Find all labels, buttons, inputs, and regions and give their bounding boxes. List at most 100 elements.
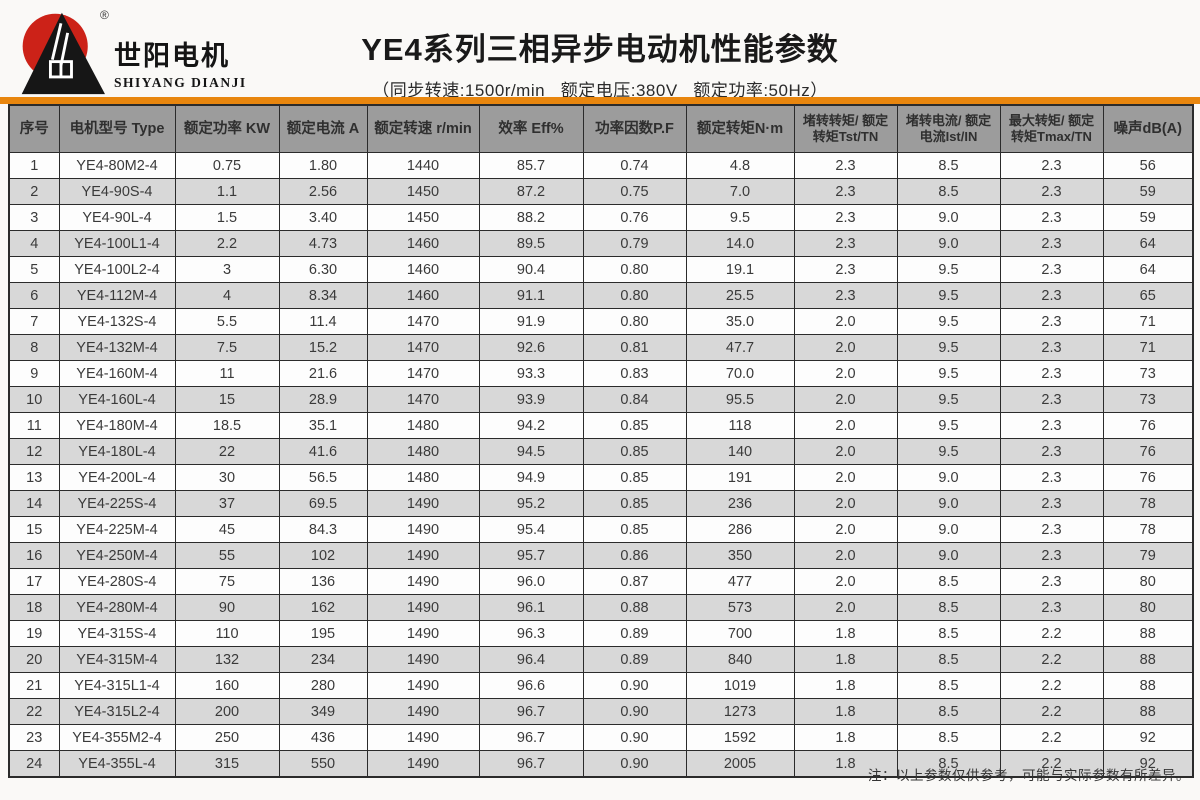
table-cell: 0.83 <box>582 360 687 387</box>
page-subtitle: （同步转速:1500r/min 额定电压:380V 额定功率:50Hz） <box>372 81 828 100</box>
table-cell: 8.5 <box>896 594 1001 621</box>
table-cell: YE4-160L-4 <box>58 386 176 413</box>
table-cell: 1470 <box>366 360 480 387</box>
table-cell: 2.0 <box>793 386 898 413</box>
table-row: 13 YE4-200L-4 30 56.5 1480 94.9 0.85 191 2.0 9.0 2… <box>8 464 1194 491</box>
table-cell: 1.8 <box>793 672 898 699</box>
table-cell: 8.5 <box>896 646 1001 673</box>
table-cell: 15.2 <box>278 334 368 361</box>
table-cell: YE4-280S-4 <box>58 568 176 595</box>
table-cell: 24 <box>8 750 60 778</box>
table-cell: 93.3 <box>478 360 584 387</box>
table-cell: 1490 <box>366 516 480 543</box>
table-cell: 0.90 <box>582 750 687 778</box>
table-cell: 21.6 <box>278 360 368 387</box>
table-cell: 0.74 <box>582 152 687 179</box>
table-cell: 1460 <box>366 256 480 283</box>
table-cell: 195 <box>278 620 368 647</box>
table-cell: 56.5 <box>278 464 368 491</box>
table-cell: 118 <box>685 412 795 439</box>
table-cell: 8.5 <box>896 750 1001 778</box>
table-cell: 2.3 <box>999 594 1104 621</box>
table-cell: 35.0 <box>685 308 795 335</box>
table-cell: 1490 <box>366 490 480 517</box>
table-cell: 79 <box>1102 542 1194 569</box>
table-cell: 0.90 <box>582 698 687 725</box>
table-cell: 95.2 <box>478 490 584 517</box>
table-cell: 2.3 <box>999 490 1104 517</box>
table-cell: 1490 <box>366 620 480 647</box>
table-cell: 80 <box>1102 594 1194 621</box>
table-cell: 2.2 <box>999 750 1104 778</box>
table-cell: 1.8 <box>793 750 898 778</box>
column-header-3: 额定电流 A <box>278 104 368 153</box>
table-cell: 4.8 <box>685 152 795 179</box>
table-cell: 1480 <box>366 438 480 465</box>
table-cell: 8.34 <box>278 282 368 309</box>
table-cell: 78 <box>1102 490 1194 517</box>
motor-spec-table: 序号 电机型号 Type 额定功率 KW 额定电流 A 额定转速 r/min 效率 Eff… <box>8 104 1194 778</box>
table-cell: 9.0 <box>896 516 1001 543</box>
table-cell: 136 <box>278 568 368 595</box>
table-cell: 75 <box>174 568 280 595</box>
table-cell: 5 <box>8 256 60 283</box>
footer-note: 注：以上参数仅供参考，可能与实际参数有所差异。 <box>868 768 1190 783</box>
table-cell: 2.3 <box>999 464 1104 491</box>
table-cell: 88.2 <box>478 204 584 231</box>
table-cell: 2.3 <box>999 152 1104 179</box>
table-cell: 2.0 <box>793 542 898 569</box>
table-cell: 2.3 <box>999 334 1104 361</box>
table-cell: YE4-180L-4 <box>58 438 176 465</box>
column-header-0: 序号 <box>8 104 60 153</box>
table-cell: 1490 <box>366 698 480 725</box>
table-cell: 8.5 <box>896 672 1001 699</box>
table-cell: 2.3 <box>999 438 1104 465</box>
table-row: 11 YE4-180M-4 18.5 35.1 1480 94.2 0.85 118 2.0 9.… <box>8 412 1194 439</box>
table-cell: 1490 <box>366 542 480 569</box>
table-cell: 0.89 <box>582 646 687 673</box>
table-cell: 91.9 <box>478 308 584 335</box>
table-cell: 1470 <box>366 386 480 413</box>
table-cell: 59 <box>1102 178 1194 205</box>
table-cell: 0.81 <box>582 334 687 361</box>
table-cell: 1.1 <box>174 178 280 205</box>
column-header-2: 额定功率 KW <box>174 104 280 153</box>
table-cell: YE4-315L1-4 <box>58 672 176 699</box>
table-cell: 92 <box>1102 750 1194 778</box>
table-cell: 6 <box>8 282 60 309</box>
column-header-11: 噪声dB(A) <box>1102 104 1194 153</box>
table-cell: 22 <box>8 698 60 725</box>
table-cell: YE4-80M2-4 <box>58 152 176 179</box>
table-cell: 96.4 <box>478 646 584 673</box>
table-cell: 2.3 <box>999 360 1104 387</box>
table-cell: 95.4 <box>478 516 584 543</box>
table-cell: YE4-200L-4 <box>58 464 176 491</box>
table-cell: 1490 <box>366 568 480 595</box>
table-row: 14 YE4-225S-4 37 69.5 1490 95.2 0.85 236 2.0 9.0 2… <box>8 490 1194 517</box>
table-cell: 25.5 <box>685 282 795 309</box>
table-cell: 15 <box>174 386 280 413</box>
table-cell: 94.2 <box>478 412 584 439</box>
table-cell: 2.3 <box>999 282 1104 309</box>
table-cell: 0.89 <box>582 620 687 647</box>
table-cell: 234 <box>278 646 368 673</box>
table-cell: 90.4 <box>478 256 584 283</box>
table-cell: 93.9 <box>478 386 584 413</box>
table-cell: YE4-132S-4 <box>58 308 176 335</box>
table-cell: 64 <box>1102 256 1194 283</box>
table-cell: 0.80 <box>582 256 687 283</box>
table-cell: 3 <box>174 256 280 283</box>
table-cell: 162 <box>278 594 368 621</box>
table-cell: 436 <box>278 724 368 751</box>
table-cell: YE4-180M-4 <box>58 412 176 439</box>
table-row: 4 YE4-100L1-4 2.2 4.73 1460 89.5 0.79 14.0 2.3 9.… <box>8 230 1194 257</box>
table-cell: 95.5 <box>685 386 795 413</box>
table-row: 8 YE4-132M-4 7.5 15.2 1470 92.6 0.81 47.7 2.0 9.5… <box>8 334 1194 361</box>
page-title: YE4系列三相异步电动机性能参数 <box>361 32 839 67</box>
table-cell: 1490 <box>366 724 480 751</box>
table-cell: 11 <box>174 360 280 387</box>
table-cell: 2.2 <box>999 724 1104 751</box>
table-cell: 1.5 <box>174 204 280 231</box>
table-cell: 13 <box>8 464 60 491</box>
table-cell: 59 <box>1102 204 1194 231</box>
